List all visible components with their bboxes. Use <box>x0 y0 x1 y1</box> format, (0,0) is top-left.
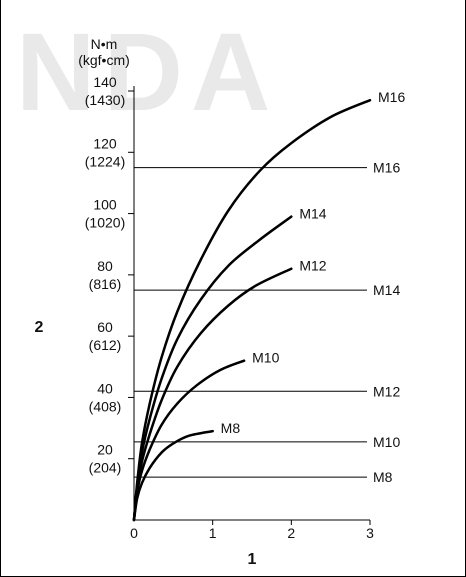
y-tick-label: 60 <box>97 319 113 335</box>
watermark: NDA <box>16 11 278 134</box>
y-tick-label: 120 <box>93 135 117 151</box>
x-tick-label: 0 <box>130 525 138 541</box>
x-tick-group: 0 1 2 3 <box>130 520 374 541</box>
y-tick-sublabel: (204) <box>89 460 122 476</box>
y-tick-sublabel: (408) <box>89 398 122 414</box>
threshold-label: M14 <box>373 282 400 298</box>
y-tick-label: 80 <box>97 258 113 274</box>
torque-curve <box>132 359 246 522</box>
x-tick-label: 3 <box>366 525 374 541</box>
x-tick-label: 1 <box>209 525 217 541</box>
torque-curves: M8 M10 M12 M14 M16 <box>132 89 405 522</box>
y-tick-sublabel: (612) <box>89 337 122 353</box>
curve-label: M14 <box>299 206 326 222</box>
y-unit-label-1: N•m <box>91 36 118 52</box>
x-tick-label: 2 <box>287 525 295 541</box>
y-tick-sublabel: (1430) <box>85 92 125 108</box>
threshold-label: M8 <box>373 469 393 485</box>
threshold-label: M10 <box>373 434 400 450</box>
y-axis-title: 2 <box>35 319 44 336</box>
threshold-label: M12 <box>373 383 400 399</box>
threshold-label: M16 <box>373 160 400 176</box>
y-unit-header: N•m (kgf•cm) <box>78 36 130 68</box>
y-tick-sublabel: (816) <box>89 276 122 292</box>
y-tick-sublabel: (1224) <box>85 153 125 169</box>
y-tick-label: 40 <box>97 380 113 396</box>
torque-curve <box>132 98 372 522</box>
curve-label: M8 <box>221 420 241 436</box>
y-tick-label: 140 <box>93 74 117 90</box>
y-tick-label: 20 <box>97 442 113 458</box>
curve-label: M16 <box>378 89 405 105</box>
y-unit-label-2: (kgf•cm) <box>78 52 130 68</box>
y-tick-sublabel: (1020) <box>85 215 125 231</box>
y-tick-label: 100 <box>93 197 117 213</box>
curve-label: M10 <box>252 350 279 366</box>
curve-label: M12 <box>299 258 326 274</box>
threshold-lines: M16 M14 M12 M10 M8 <box>134 160 400 485</box>
y-tick-group: 20 (204) 40 (408) 60 (612) 80 (816) 100 (1020) 120… <box>85 74 134 476</box>
x-axis-title: 1 <box>248 551 257 568</box>
